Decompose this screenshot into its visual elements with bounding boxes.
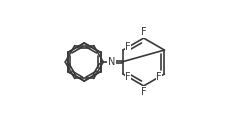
Text: F: F (125, 72, 131, 82)
Text: F: F (157, 72, 162, 82)
Text: N: N (108, 57, 115, 67)
Text: F: F (125, 42, 131, 52)
Text: F: F (141, 87, 146, 97)
Text: F: F (141, 27, 146, 37)
